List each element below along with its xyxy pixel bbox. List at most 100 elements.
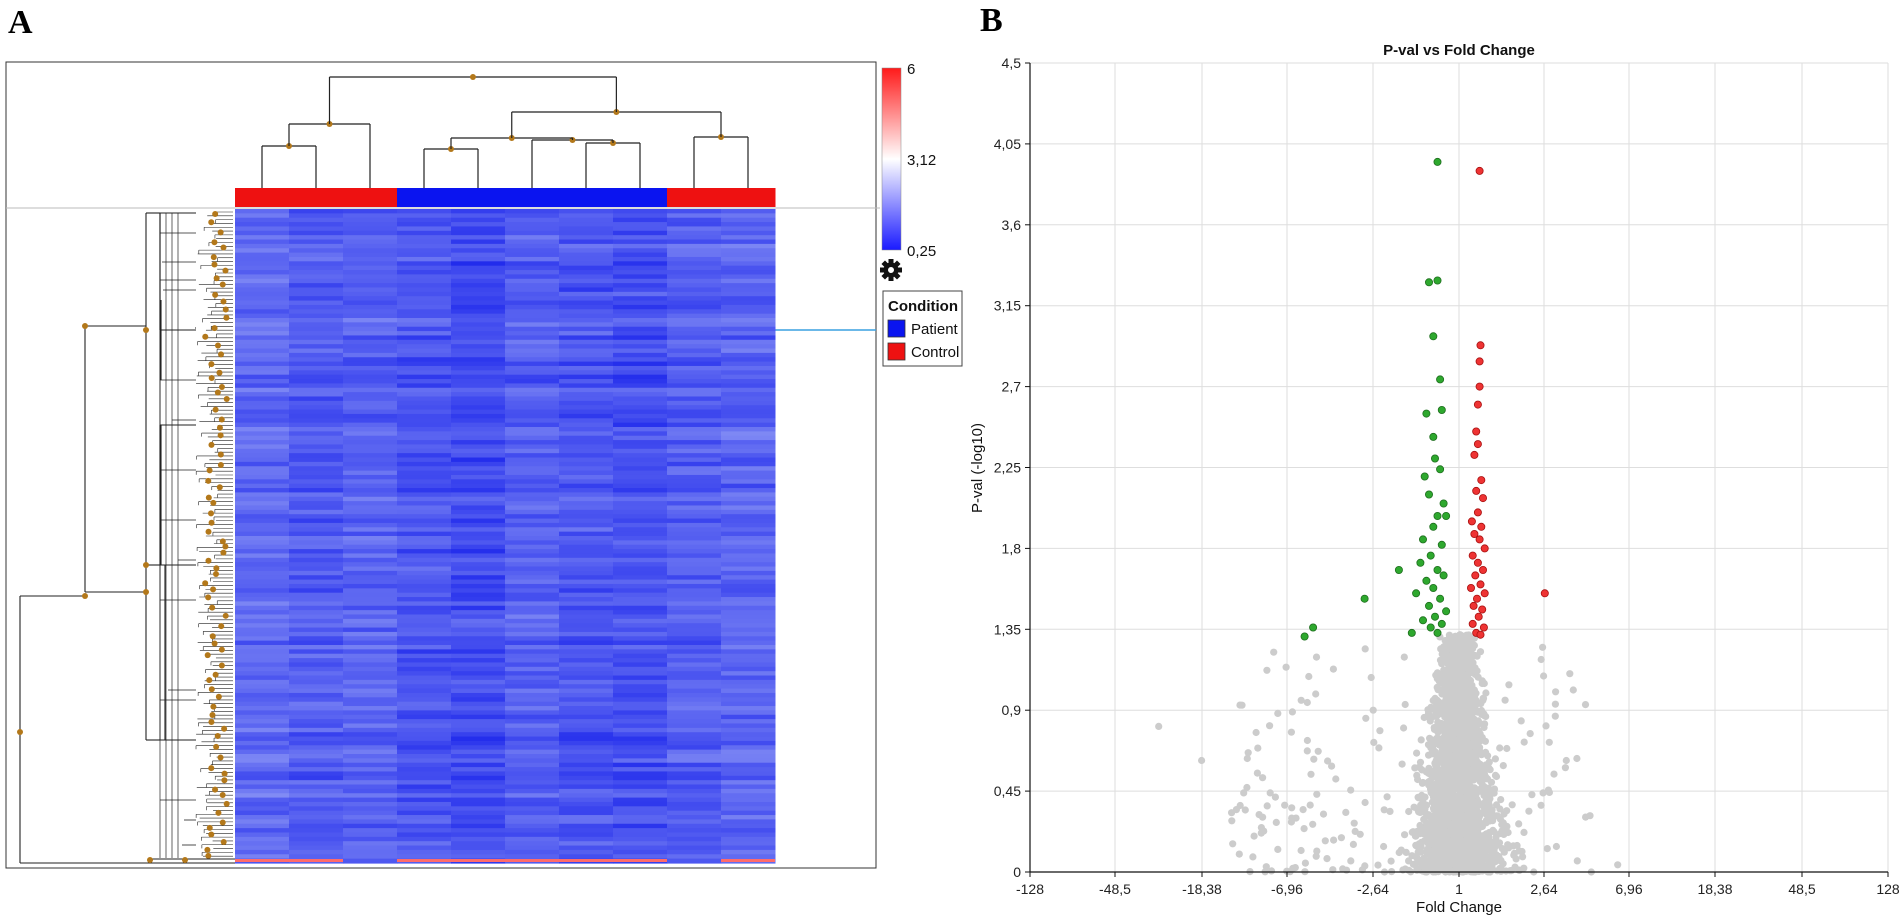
heatmap-cell	[289, 348, 344, 354]
heatmap-cell	[613, 374, 668, 380]
data-point-up-regulated	[1478, 605, 1487, 614]
heatmap-cell	[667, 719, 722, 725]
data-point-nonsignificant	[1539, 643, 1547, 651]
y-tick-label: 4,05	[994, 136, 1021, 152]
heatmap-cell	[343, 457, 398, 463]
data-point-nonsignificant	[1537, 801, 1545, 809]
heatmap-cell	[289, 488, 344, 493]
x-tick-label: 128	[1876, 881, 1900, 897]
data-point-nonsignificant	[1330, 836, 1338, 844]
heatmap-cell	[505, 797, 560, 803]
dendrogram-node	[218, 416, 225, 423]
heatmap-cell	[721, 492, 776, 498]
heatmap-cell	[667, 374, 722, 380]
heatmap-cell	[397, 592, 452, 598]
heatmap-cell	[721, 562, 776, 568]
heatmap-cell	[451, 592, 506, 598]
data-point-up-regulated	[1472, 486, 1481, 495]
heatmap-cell	[505, 413, 560, 419]
heatmap-cell	[721, 684, 776, 690]
gear-icon[interactable]	[880, 259, 902, 281]
heatmap-cell	[235, 365, 290, 371]
data-point-nonsignificant	[1413, 771, 1421, 780]
dendrogram-node	[212, 211, 219, 217]
heatmap-cell	[235, 771, 290, 777]
heatmap-cell	[451, 256, 506, 262]
heatmap-cell	[721, 754, 776, 759]
heatmap-cell	[505, 701, 560, 707]
heatmap-cell	[451, 684, 506, 690]
heatmap-cell	[289, 400, 344, 406]
heatmap-cell	[235, 344, 290, 350]
heatmap-cell	[559, 352, 614, 358]
data-point-nonsignificant	[1455, 693, 1463, 702]
heatmap-cell	[235, 209, 290, 214]
data-point-nonsignificant	[1586, 812, 1594, 820]
heatmap-cell	[343, 265, 398, 271]
data-point-down-regulated	[1433, 566, 1442, 575]
dendrogram-node	[214, 389, 221, 396]
heatmap-cell	[613, 562, 668, 568]
dendrogram-node	[208, 441, 215, 448]
heatmap-cell	[235, 588, 290, 594]
heatmap-cell	[559, 409, 614, 415]
heatmap-cell	[451, 474, 506, 480]
data-point-nonsignificant	[1288, 814, 1296, 822]
heatmap-cell	[559, 243, 614, 249]
heatmap-cell	[343, 710, 398, 716]
data-point-nonsignificant	[1430, 814, 1438, 822]
heatmap-cell	[289, 823, 344, 829]
heatmap-cell	[667, 352, 722, 358]
heatmap-cell	[613, 845, 668, 851]
heatmap-cell	[505, 488, 560, 493]
data-point-nonsignificant	[1297, 846, 1305, 855]
heatmap-cell	[505, 226, 560, 232]
heatmap-cell	[451, 666, 506, 672]
heatmap-cell	[613, 767, 668, 773]
data-point-nonsignificant	[1419, 778, 1427, 787]
heatmap-cell	[721, 509, 776, 515]
data-point-nonsignificant	[1440, 690, 1448, 698]
dendrogram-node	[223, 800, 230, 807]
heatmap-cell	[343, 793, 398, 799]
heatmap-cell	[343, 448, 398, 454]
heatmap-cell	[721, 692, 776, 698]
heatmap-cell	[397, 256, 452, 262]
heatmap-cell	[505, 793, 560, 799]
heatmap-cell	[397, 823, 452, 829]
colorbar-min-label: 0,25	[907, 243, 936, 260]
data-point-nonsignificant	[1436, 710, 1444, 718]
data-point-nonsignificant	[1482, 816, 1491, 824]
heatmap-cell	[451, 461, 506, 467]
heatmap-cell	[613, 544, 668, 550]
data-point-up-regulated	[1467, 584, 1476, 593]
heatmap-cell	[289, 365, 344, 371]
heatmap-cell	[289, 453, 344, 459]
heatmap-cell	[559, 448, 614, 454]
data-point-nonsignificant	[1497, 796, 1505, 804]
heatmap-cell	[343, 754, 398, 759]
heatmap-cell	[613, 496, 668, 502]
heatmap-cell	[559, 566, 614, 572]
heatmap-cell	[451, 387, 506, 393]
heatmap-cell	[343, 374, 398, 380]
heatmap-cell	[343, 488, 398, 493]
heatmap-cell	[559, 339, 614, 345]
data-point-nonsignificant	[1447, 844, 1455, 852]
heatmap-cell	[343, 588, 398, 594]
heatmap-cell	[559, 230, 614, 236]
heatmap-cell	[667, 265, 722, 271]
heatmap-cell	[289, 845, 344, 851]
data-point-nonsignificant	[1445, 829, 1453, 837]
data-point-nonsignificant	[1463, 761, 1471, 769]
heatmap-cell	[559, 618, 614, 624]
data-point-nonsignificant	[1573, 857, 1581, 865]
heatmap-cell	[397, 453, 452, 459]
data-point-nonsignificant	[1473, 770, 1481, 778]
data-point-nonsignificant	[1155, 722, 1163, 731]
heatmap-cell	[289, 331, 344, 337]
heatmap-cell	[235, 383, 290, 389]
heatmap-cell	[289, 570, 344, 576]
data-point-nonsignificant	[1383, 793, 1391, 801]
condition-cell	[505, 188, 560, 207]
